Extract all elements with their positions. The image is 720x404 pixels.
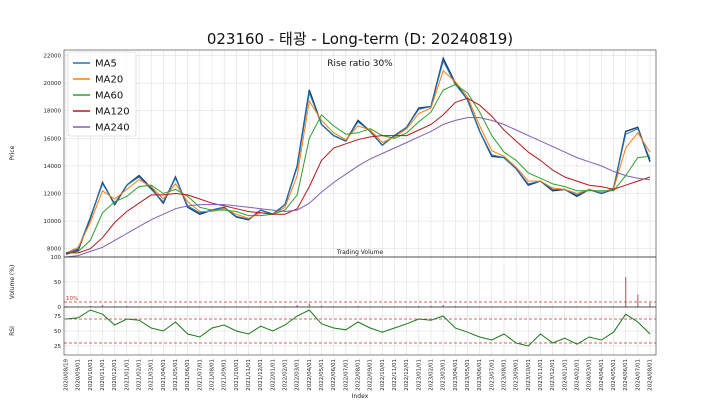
x-tick-label: 2024/06/01 (623, 359, 629, 391)
series-line-ma20 (65, 69, 651, 254)
rsi-ylabel: RSI (9, 326, 16, 336)
price-y-tick: 8000 (47, 247, 61, 253)
legend-box (67, 51, 137, 137)
legend-label: MA5 (95, 59, 117, 70)
x-tick-label: 2024/01/01 (562, 359, 568, 391)
x-tick-label: 2022/11/01 (392, 359, 398, 391)
x-tick-label: 2023/08/01 (502, 359, 508, 391)
x-tick-label: 2022/05/01 (319, 359, 325, 391)
x-tick-label: 2020/11/01 (100, 359, 106, 391)
price-y-tick: 18000 (44, 109, 62, 115)
x-tick-label: 2021/08/01 (210, 359, 216, 391)
x-tick-label: 2020/08/19 (64, 359, 70, 391)
x-tick-label: 2021/01/01 (124, 359, 130, 391)
x-tick-label: 2023/03/01 (441, 359, 447, 391)
volume-threshold-label: 10% (66, 296, 78, 302)
price-y-tick: 20000 (44, 81, 62, 87)
x-tick-label: 2023/11/01 (538, 359, 544, 391)
x-tick-label: 2023/10/01 (526, 359, 532, 391)
rise-ratio-annotation: Rise ratio 30% (327, 59, 393, 69)
x-tick-label: 2021/07/01 (197, 359, 203, 391)
rsi-panel-frame (63, 306, 657, 356)
x-tick-label: 2024/07/01 (635, 359, 641, 391)
legend: MA5 MA20 MA60 MA120 MA240 (67, 51, 137, 137)
x-tick-label: 2020/12/01 (112, 359, 118, 391)
volume-y-tick: 50 (54, 280, 61, 286)
volume-grid (64, 256, 656, 308)
x-axis-label: Index (352, 393, 369, 400)
legend-label: MA60 (95, 91, 123, 102)
x-tick-label: 2020/10/01 (88, 359, 94, 391)
x-tick-label: 2023/02/01 (429, 359, 435, 391)
price-ylabel: Price (9, 145, 16, 160)
rsi-grid (64, 307, 656, 355)
rsi-y-tick: 25 (54, 344, 61, 350)
rsi-line-group (64, 309, 656, 347)
x-tick-label: 2022/08/01 (356, 359, 362, 391)
rsi-y-tick: 75 (54, 314, 61, 320)
series-line-ma240 (65, 117, 651, 258)
price-y-tick: 14000 (44, 164, 62, 170)
x-tick-labels: 2020/08/19 2020/09/01 2020/10/01 2020/11/01… (64, 359, 654, 391)
x-tick-label: 2021/03/01 (149, 359, 155, 391)
x-tick-label: 2023/01/01 (416, 359, 422, 391)
legend-label: MA120 (95, 107, 130, 118)
series-line-ma60 (65, 83, 651, 254)
x-tick-label: 2022/01/01 (270, 359, 276, 391)
x-tick-label: 2020/09/01 (76, 359, 82, 391)
x-tick-label: 2024/08/01 (648, 359, 654, 391)
x-tick-label: 2021/11/01 (246, 359, 252, 391)
x-tick-label: 2023/05/01 (465, 359, 471, 391)
rsi-line (65, 309, 651, 347)
series-line-ma5 (65, 59, 651, 255)
rsi-y-tick: 50 (54, 329, 61, 335)
volume-bars-group (64, 277, 656, 307)
x-tick-label: 2024/05/01 (611, 359, 617, 391)
x-tick-label: 2022/02/01 (283, 359, 289, 391)
price-y-tick: 16000 (44, 136, 62, 142)
x-tick-label: 2021/12/01 (258, 359, 264, 391)
x-tick-label: 2024/02/01 (575, 359, 581, 391)
legend-label: MA240 (95, 123, 130, 134)
price-y-tick: 22000 (44, 54, 62, 60)
x-tick-label: 2021/09/01 (222, 359, 228, 391)
series-line-ma120 (66, 97, 651, 254)
x-tick-label: 2023/06/01 (477, 359, 483, 391)
price-y-tick: 10000 (44, 219, 62, 225)
x-tick-label: 2022/10/01 (380, 359, 386, 391)
x-tick-label: 2023/07/01 (489, 359, 495, 391)
x-tick-label: 2024/04/01 (599, 359, 605, 391)
x-tick-label: 2022/09/01 (368, 359, 374, 391)
x-tick-label: 2021/05/01 (173, 359, 179, 391)
y-tick-labels: 8000 10000 12000 14000 16000 18000 20000 22000 0… (44, 54, 62, 350)
volume-y-tick: 0 (58, 305, 62, 311)
chart-title: 023160 - 태광 - Long-term (D: 20240819) (207, 30, 513, 48)
x-tick-label: 2021/02/01 (137, 359, 143, 391)
x-tick-label: 2022/06/01 (331, 359, 337, 391)
x-tick-label: 2021/04/01 (161, 359, 167, 391)
volume-y-tick: 100 (51, 255, 62, 261)
legend-label: MA20 (95, 75, 123, 86)
volume-ylabel: Volume (%) (9, 265, 16, 300)
x-tick-label: 2022/04/01 (307, 359, 313, 391)
x-tick-label: 2023/04/01 (453, 359, 459, 391)
volume-panel-title: Trading Volume (336, 249, 384, 256)
x-tick-label: 2021/10/01 (234, 359, 240, 391)
price-y-tick: 12000 (44, 192, 62, 198)
x-tick-label: 2023/09/01 (514, 359, 520, 391)
x-tick-label: 2022/03/01 (295, 359, 301, 391)
x-tick-label: 2024/03/01 (587, 359, 593, 391)
x-tick-label: 2022/12/01 (404, 359, 410, 391)
x-tick-label: 2023/12/01 (550, 359, 556, 391)
x-tick-label: 2022/07/01 (343, 359, 349, 391)
x-tick-label: 2021/06/01 (185, 359, 191, 391)
price-close-line (65, 56, 651, 255)
price-series-group (65, 56, 651, 258)
